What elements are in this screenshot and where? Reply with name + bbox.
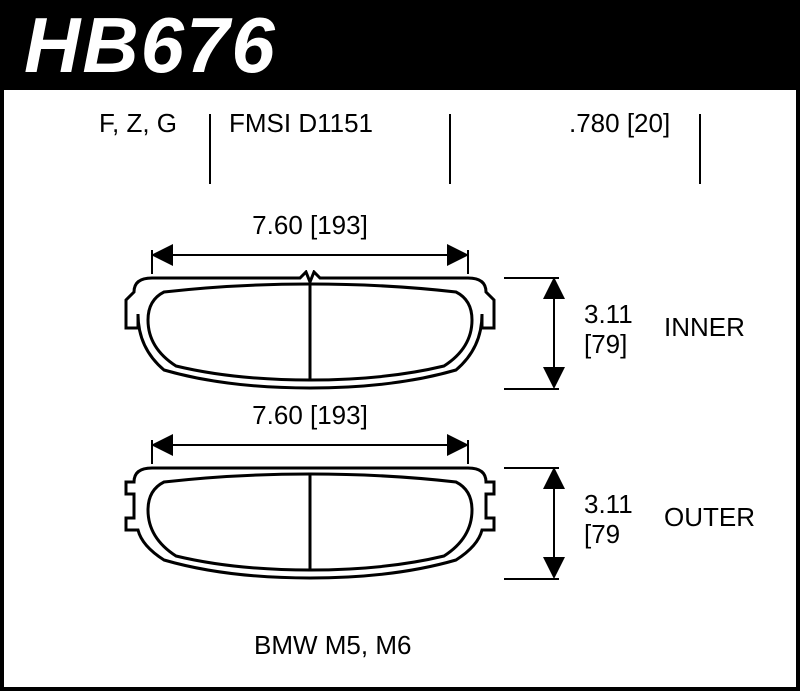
inner-height-value: 3.11 <box>584 299 633 329</box>
compounds-cell: F, Z, G <box>99 108 177 139</box>
outer-width-dim: 7.60 [193] <box>151 430 469 460</box>
inner-pad-svg <box>124 270 496 392</box>
arrow-up-icon <box>543 467 565 489</box>
arrow-up-icon <box>543 277 565 299</box>
arrow-right-icon <box>447 244 469 266</box>
arrow-down-icon <box>543 557 565 579</box>
fmsi-cell: FMSI D1151 <box>229 108 373 139</box>
outer-height-label: 3.11 [79 <box>584 490 633 550</box>
inner-height-label: 3.11 [79] <box>584 300 633 360</box>
outer-pad-svg <box>124 460 496 582</box>
header-bar: HB676 <box>4 0 796 90</box>
dim-line <box>171 444 449 446</box>
outer-pad <box>124 460 496 582</box>
outer-height-dim <box>539 467 569 579</box>
spec-sheet: HB676 F, Z, G FMSI D1151 .780 [20] 7.60 … <box>0 0 800 691</box>
outer-height-metric: [79 <box>584 519 620 549</box>
inner-width-label: 7.60 [193] <box>151 210 469 241</box>
arrow-left-icon <box>151 244 173 266</box>
dim-line <box>553 487 555 559</box>
arrow-right-icon <box>447 434 469 456</box>
inner-pad <box>124 270 496 392</box>
spec-divider-3 <box>699 114 701 184</box>
content-area: F, Z, G FMSI D1151 .780 [20] 7.60 [193] <box>4 90 796 687</box>
inner-height-metric: [79] <box>584 329 627 359</box>
spec-divider-2 <box>449 114 451 184</box>
outer-side-label: OUTER <box>664 502 755 533</box>
dim-line <box>171 254 449 256</box>
inner-height-dim <box>539 277 569 389</box>
inner-side-label: INNER <box>664 312 745 343</box>
part-number: HB676 <box>24 0 277 91</box>
vehicle-label: BMW M5, M6 <box>254 630 411 661</box>
thickness-cell: .780 [20] <box>569 108 670 139</box>
spec-row: F, Z, G FMSI D1151 .780 [20] <box>4 108 796 186</box>
arrow-down-icon <box>543 367 565 389</box>
dim-line <box>553 297 555 369</box>
spec-divider-1 <box>209 114 211 184</box>
inner-width-dim: 7.60 [193] <box>151 240 469 270</box>
outer-width-label: 7.60 [193] <box>151 400 469 431</box>
outer-height-value: 3.11 <box>584 489 633 519</box>
arrow-left-icon <box>151 434 173 456</box>
